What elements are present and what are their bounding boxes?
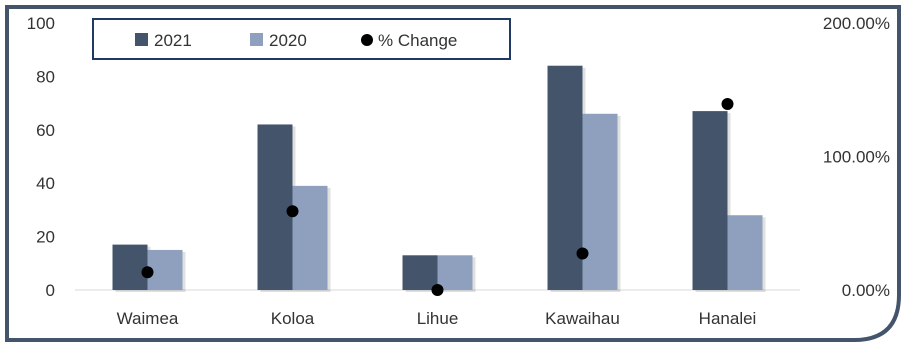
bar-2020-koloa: [292, 185, 328, 290]
legend-swatch-2020: [250, 33, 263, 46]
category-label: Hanalei: [699, 309, 757, 328]
legend-label-2021: 2021: [154, 31, 192, 50]
x-axis-labels: Waimea Koloa Lihue Kawaihau Hanalei: [117, 309, 757, 328]
left-tick-label: 80: [36, 67, 55, 86]
bar-2021-hanalei: [692, 111, 728, 290]
bar-2021-waimea: [112, 244, 148, 290]
category-label: Koloa: [271, 309, 315, 328]
left-tick-label: 60: [36, 121, 55, 140]
legend-label-change: % Change: [378, 31, 457, 50]
left-tick-label: 20: [36, 228, 55, 247]
category-label: Kawaihau: [545, 309, 620, 328]
change-marker-koloa: [286, 205, 299, 218]
left-tick-label: 100: [27, 14, 55, 33]
legend-marker-change: [361, 34, 373, 46]
change-marker-lihue: [431, 284, 444, 296]
legend-box: [92, 18, 511, 60]
bar-2020-lihue: [437, 255, 473, 290]
legend-swatch-2021: [135, 33, 148, 46]
category-label: Lihue: [417, 309, 459, 328]
change-marker-waimea: [141, 266, 154, 279]
left-axis: 0 20 40 60 80 100: [27, 14, 55, 300]
bar-2021-lihue: [402, 255, 438, 290]
bars: [112, 65, 766, 293]
bar-2020-hanalei: [727, 215, 763, 290]
category-label: Waimea: [117, 309, 179, 328]
change-markers: [141, 98, 734, 296]
bar-2020-waimea: [147, 249, 183, 290]
right-tick-label: 100.00%: [823, 148, 890, 167]
chart-frame: [5, 5, 901, 342]
right-tick-label: 0.00%: [842, 281, 890, 300]
bar-2021-koloa: [257, 124, 293, 291]
change-marker-kawaihau: [576, 247, 589, 260]
right-tick-label: 200.00%: [823, 14, 890, 33]
left-tick-label: 40: [36, 174, 55, 193]
bar-2020-kawaihau: [582, 113, 618, 290]
legend: 2021 2020 % Change: [92, 18, 511, 60]
legend-label-2020: 2020: [269, 31, 307, 50]
change-marker-hanalei: [721, 98, 734, 111]
left-tick-label: 0: [46, 281, 55, 300]
right-axis: 0.00% 100.00% 200.00%: [823, 14, 890, 300]
